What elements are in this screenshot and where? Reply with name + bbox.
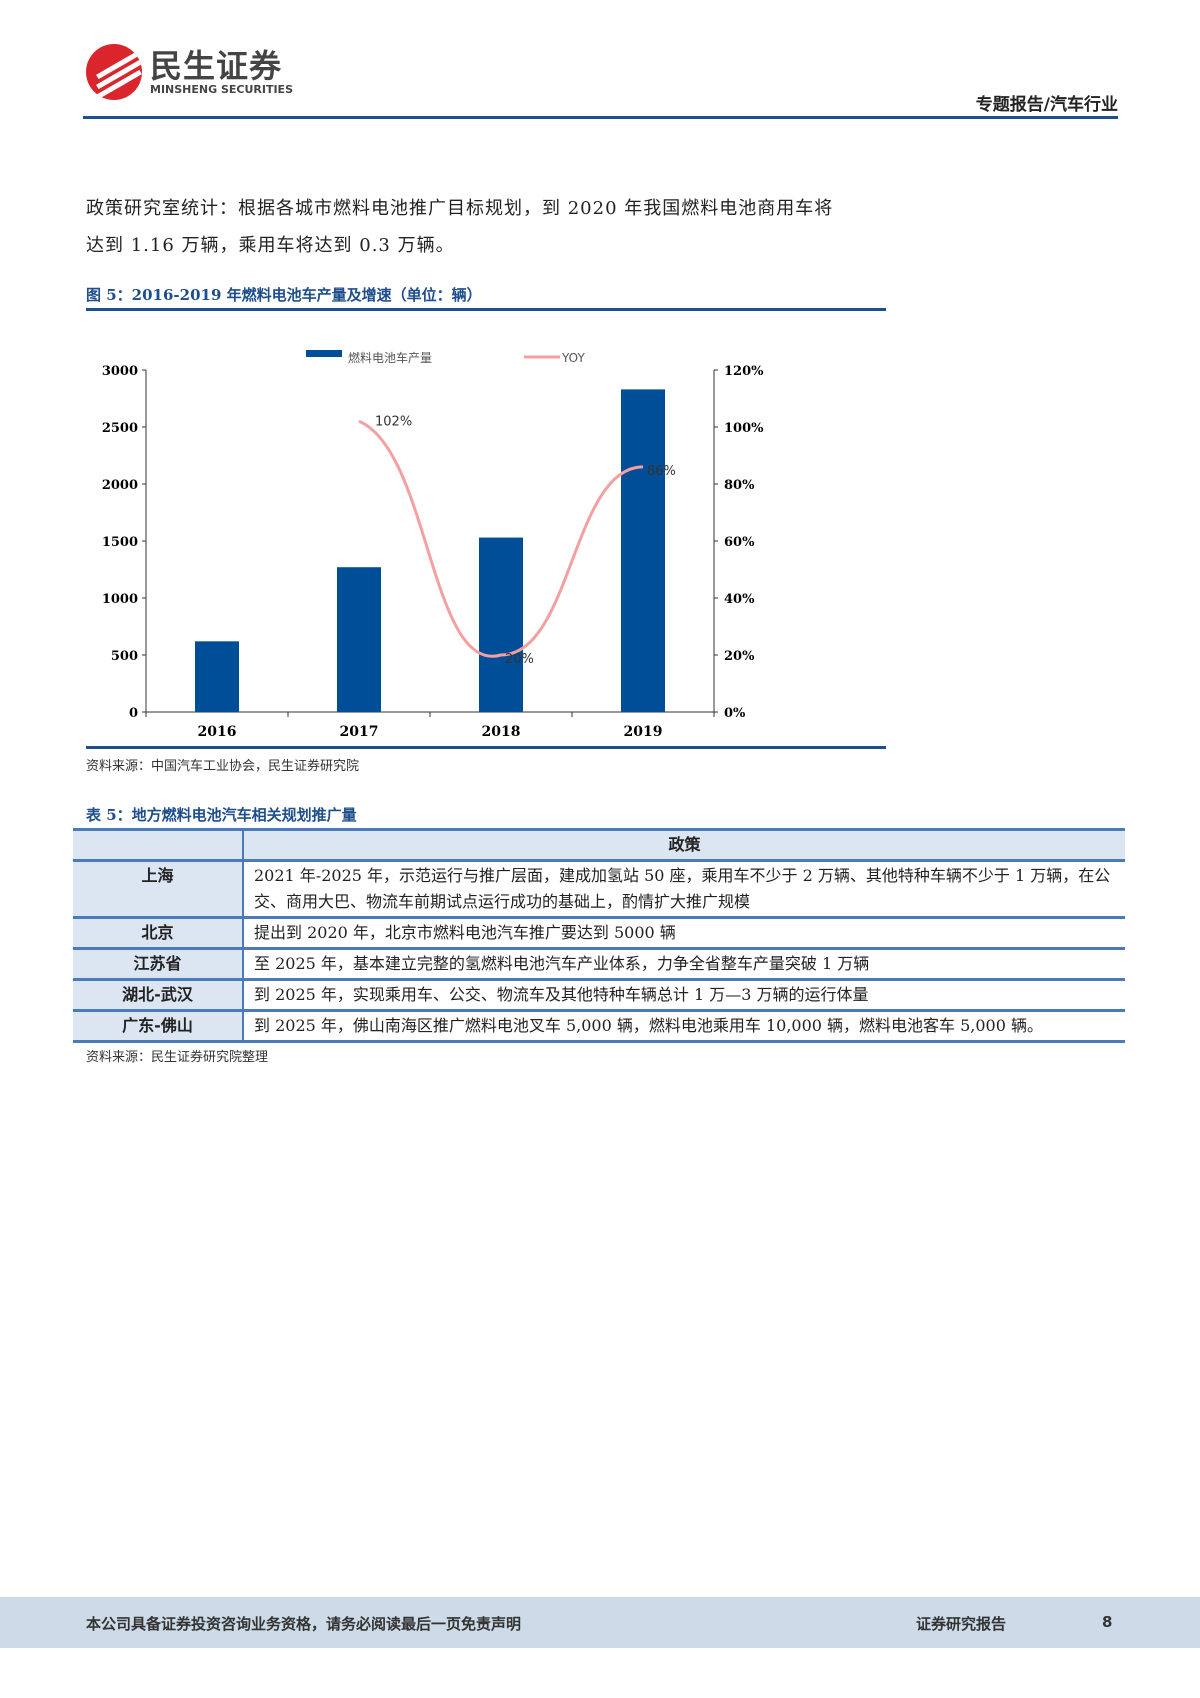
paragraph-line-2: 达到 1.16 万辆，乘用车将达到 0.3 万辆。 [86,235,455,256]
figure-bottom-line [86,746,886,749]
bar-2018 [479,537,523,712]
y-left-tick-label: 2000 [102,478,138,493]
production-chart: 0 500 1000 1500 2000 2500 3000 0% 20% 40% 60% 80% 10… [102,350,764,740]
y-right-tick-label: 40% [724,592,755,607]
table-row: 江苏省至 2025 年，基本建立完整的氢燃料电池汽车产业体系，力争全省整车产量突… [73,947,1125,981]
table-source: 资料来源：民生证券研究院整理 [86,1050,269,1065]
region-cell: 湖北-武汉 [73,978,244,1012]
y-left-tick-label: 500 [111,649,138,664]
footer-disclaimer: 本公司具备证券投资咨询业务资格，请务必阅读最后一页免责声明 [86,1615,522,1633]
header-cell-region [73,828,244,862]
table-row: 湖北-武汉到 2025 年，实现乘用车、公交、物流车及其他特种车辆总计 1 万—… [73,978,1125,1012]
table-row: 广东-佛山到 2025 年，佛山南海区推广燃料电池叉车 5,000 辆，燃料电池… [73,1009,1125,1043]
y-left-tick-label: 3000 [102,364,138,379]
policy-cell: 至 2025 年，基本建立完整的氢燃料电池汽车产业体系，力争全省整车产量突破 1… [243,947,1125,981]
yoy-data-label: 20% [505,652,534,667]
paragraph-line-1: 政策研究室统计：根据各城市燃料电池推广目标规划，到 2020 年我国燃料电池商用… [86,198,834,219]
legend-line-label: YOY [561,351,585,365]
figure-title: 图 5：2016-2019 年燃料电池车产量及增速（单位：辆） [86,286,482,304]
yoy-data-label: 86% [647,464,676,479]
x-tick-label: 2017 [340,724,379,740]
figure-top-line [86,308,886,311]
page-footer: 本公司具备证券投资咨询业务资格，请务必阅读最后一页免责声明 证券研究报告 8 [0,1597,1200,1648]
table-title: 表 5：地方燃料电池汽车相关规划推广量 [86,806,357,824]
header-cell-policy: 政策 [243,828,1125,862]
region-cell: 上海 [73,859,244,919]
logo-mark-icon [86,44,142,100]
yoy-data-label: 102% [375,414,412,429]
y-right-tick-label: 60% [724,535,755,550]
region-cell: 北京 [73,916,244,950]
yoy-line [358,419,644,658]
policy-cell: 到 2025 年，实现乘用车、公交、物流车及其他特种车辆总计 1 万—3 万辆的… [243,978,1125,1012]
company-logo: 民生证券 MINSHENG SECURITIES [86,44,293,100]
table-header-row: 政策 [73,828,1125,862]
region-cell: 广东-佛山 [73,1009,244,1043]
y-left-tick-label: 0 [129,706,138,721]
table-section: 政策 上海 2021 年-2025 年，示范运行与推广层面，建成加氢站 50 座，… [73,828,1125,1067]
y-left-tick-label: 1000 [102,592,138,607]
y-right-tick-label: 120% [724,364,764,379]
logo-en: MINSHENG SECURITIES [150,82,293,96]
page-number: 8 [1102,1613,1113,1631]
legend-bar-label: 燃料电池车产量 [348,350,432,365]
bar-2019 [621,389,665,712]
y-right-tick-label: 80% [724,478,755,493]
footer-label: 证券研究报告 [916,1615,1007,1633]
policy-table: 政策 上海 2021 年-2025 年，示范运行与推广层面，建成加氢站 50 座，… [73,828,1125,1043]
y-left-tick-label: 2500 [102,421,138,436]
policy-cell: 提出到 2020 年，北京市燃料电池汽车推广要达到 5000 辆 [243,916,1125,950]
y-right-tick-label: 20% [724,649,755,664]
y-left-tick-label: 1500 [102,535,138,550]
region-cell: 江苏省 [73,947,244,981]
table-row: 上海 2021 年-2025 年，示范运行与推广层面，建成加氢站 50 座，乘用车… [73,859,1125,919]
policy-cell: 2021 年-2025 年，示范运行与推广层面，建成加氢站 50 座，乘用车不少… [243,859,1125,919]
logo-cn: 民生证券 [150,46,283,85]
y-right-tick-label: 0% [724,706,746,721]
legend-bar-swatch [306,350,342,357]
x-tick-label: 2016 [198,724,237,740]
y-right-tick-label: 100% [724,421,764,436]
x-tick-label: 2019 [624,724,663,740]
x-tick-label: 2018 [482,724,521,740]
report-category: 专题报告/汽车行业 [975,95,1118,115]
figure-source: 资料来源：中国汽车工业协会，民生证券研究院 [86,759,360,774]
header-divider [83,116,1118,119]
table-row: 北京 提出到 2020 年，北京市燃料电池汽车推广要达到 5000 辆 [73,916,1125,950]
bar-2016 [195,641,239,712]
bar-2017 [337,567,381,712]
policy-cell: 到 2025 年，佛山南海区推广燃料电池叉车 5,000 辆，燃料电池乘用车 1… [243,1009,1125,1043]
